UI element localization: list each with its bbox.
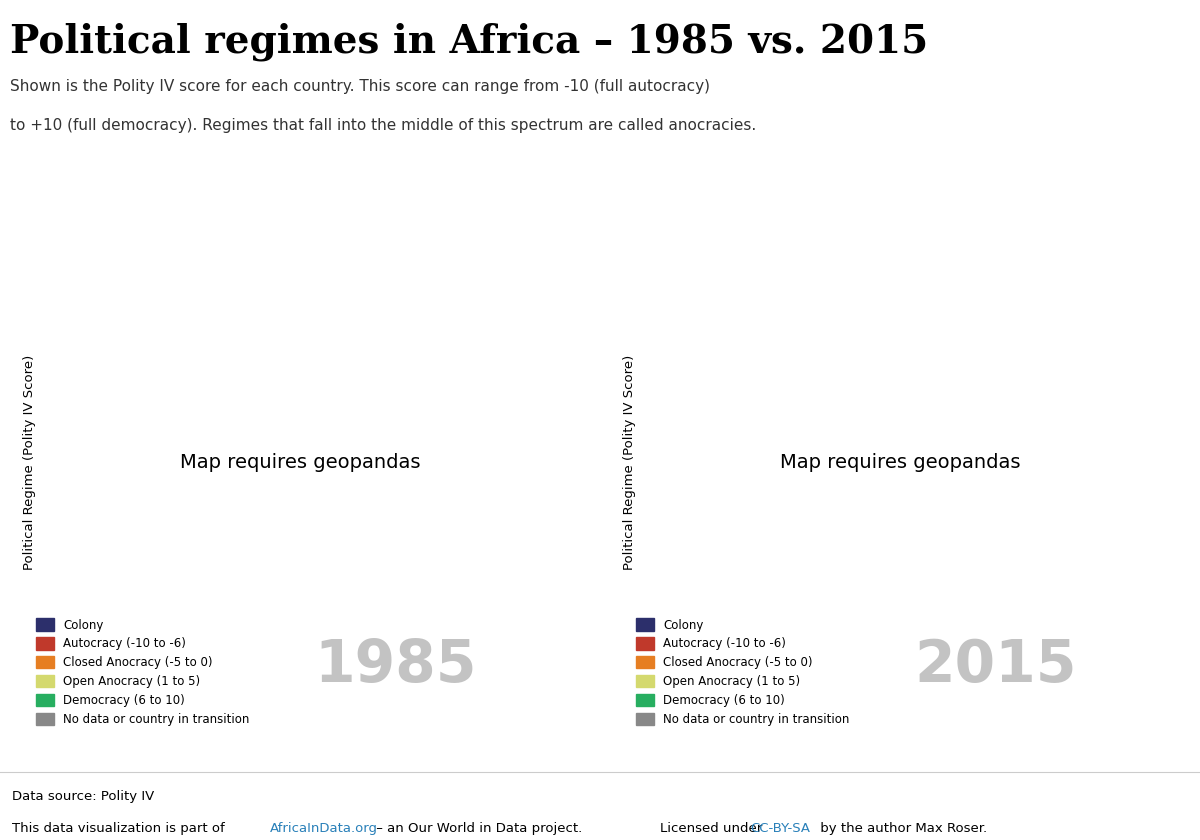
Text: Data source: Polity IV: Data source: Polity IV xyxy=(12,790,155,803)
Text: by the author Max Roser.: by the author Max Roser. xyxy=(816,822,988,835)
Text: AfricaInData.org: AfricaInData.org xyxy=(270,822,378,835)
Text: Licensed under: Licensed under xyxy=(660,822,767,835)
Text: Political Regime (Polity IV Score): Political Regime (Polity IV Score) xyxy=(24,354,36,570)
Text: Shown is the Polity IV score for each country. This score can range from -10 (fu: Shown is the Polity IV score for each co… xyxy=(10,79,710,93)
Text: 1985: 1985 xyxy=(314,637,476,694)
Text: Map requires geopandas: Map requires geopandas xyxy=(180,453,420,471)
Legend: Colony, Autocracy (-10 to -6), Closed Anocracy (-5 to 0), Open Anocracy (1 to 5): Colony, Autocracy (-10 to -6), Closed An… xyxy=(30,612,256,732)
Text: in Data: in Data xyxy=(1040,84,1120,102)
Text: CC-BY-SA: CC-BY-SA xyxy=(750,822,810,835)
Text: This data visualization is part of: This data visualization is part of xyxy=(12,822,229,835)
Text: Political regimes in Africa – 1985 vs. 2015: Political regimes in Africa – 1985 vs. 2… xyxy=(10,23,928,61)
Text: – an Our World in Data project.: – an Our World in Data project. xyxy=(372,822,582,835)
Text: Our World: Our World xyxy=(1025,40,1135,60)
Text: to +10 (full democracy). Regimes that fall into the middle of this spectrum are : to +10 (full democracy). Regimes that fa… xyxy=(10,118,756,133)
Text: 2015: 2015 xyxy=(914,637,1076,694)
Text: Political Regime (Polity IV Score): Political Regime (Polity IV Score) xyxy=(624,354,636,570)
Legend: Colony, Autocracy (-10 to -6), Closed Anocracy (-5 to 0), Open Anocracy (1 to 5): Colony, Autocracy (-10 to -6), Closed An… xyxy=(630,612,856,732)
Text: Map requires geopandas: Map requires geopandas xyxy=(780,453,1020,471)
